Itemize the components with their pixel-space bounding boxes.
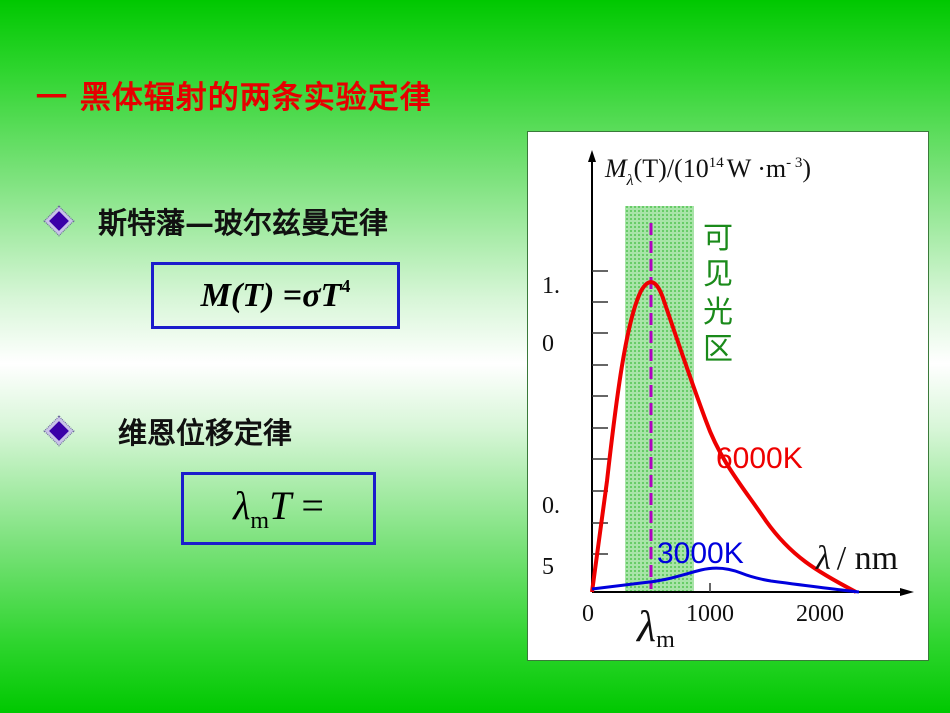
series-label-6000k: 6000K <box>716 442 803 475</box>
svg-text:见: 见 <box>703 257 733 292</box>
formula-T: T <box>269 483 292 528</box>
curve-6000k <box>590 280 857 594</box>
formula-box-stefan-boltzmann: M(T) =σT4 <box>151 262 400 329</box>
formula-sub-m: m <box>250 508 270 534</box>
y-axis-label: Mλ(T)/(1014 W ·m- 3) <box>604 154 811 189</box>
x-axis-label: λ / nm <box>815 540 898 577</box>
svg-text:可: 可 <box>703 221 733 256</box>
x-axis-arrow-icon <box>900 588 914 596</box>
x-tick-label-1000: 1000 <box>686 601 734 627</box>
x-tick-label-2000: 2000 <box>796 601 844 627</box>
y-tick-label-1-0-line2: 0 <box>542 331 554 357</box>
curve-3000k <box>591 566 860 594</box>
diamond-bullet-icon <box>43 415 75 447</box>
series-label-3000k: 3000K <box>657 537 744 570</box>
diamond-bullet-icon <box>43 205 75 237</box>
y-tick-label-0-5-line2: 5 <box>542 554 554 580</box>
svg-text:区: 区 <box>703 332 733 367</box>
law-label-wien: 维恩位移定律 <box>118 416 293 450</box>
formula-exponent: 4 <box>341 276 351 296</box>
visible-region-band <box>625 206 694 592</box>
law-label-stefan-boltzmann: 斯特藩—玻尔兹曼定律 <box>98 206 389 240</box>
formula-box-wien: λmT = <box>181 472 376 545</box>
formula-lambda: λ <box>233 483 251 528</box>
lambda-m-label: λm <box>635 602 675 653</box>
y-tick-label-1-0: 1. <box>542 273 560 299</box>
x-tick-label-0: 0 <box>582 601 594 627</box>
chart-panel: 1. 0 0. 5 0 1000 2000 Mλ(T)/(1014 W ·m- 3… <box>527 131 929 661</box>
formula-rhs: σT <box>302 277 342 314</box>
y-axis-arrow-icon <box>588 150 596 162</box>
formula-lhs: M(T) <box>200 277 275 314</box>
formula-eq: = <box>282 277 303 314</box>
visible-region-label: 可 见 光 区 <box>703 221 733 367</box>
y-ticks <box>592 270 608 555</box>
formula-eq: = <box>301 483 324 528</box>
slide-title: 一 黑体辐射的两条实验定律 <box>36 80 432 116</box>
y-tick-label-0-5: 0. <box>542 493 560 519</box>
blackbody-chart: 1. 0 0. 5 0 1000 2000 Mλ(T)/(1014 W ·m- 3… <box>542 150 914 653</box>
svg-text:光: 光 <box>703 295 733 330</box>
